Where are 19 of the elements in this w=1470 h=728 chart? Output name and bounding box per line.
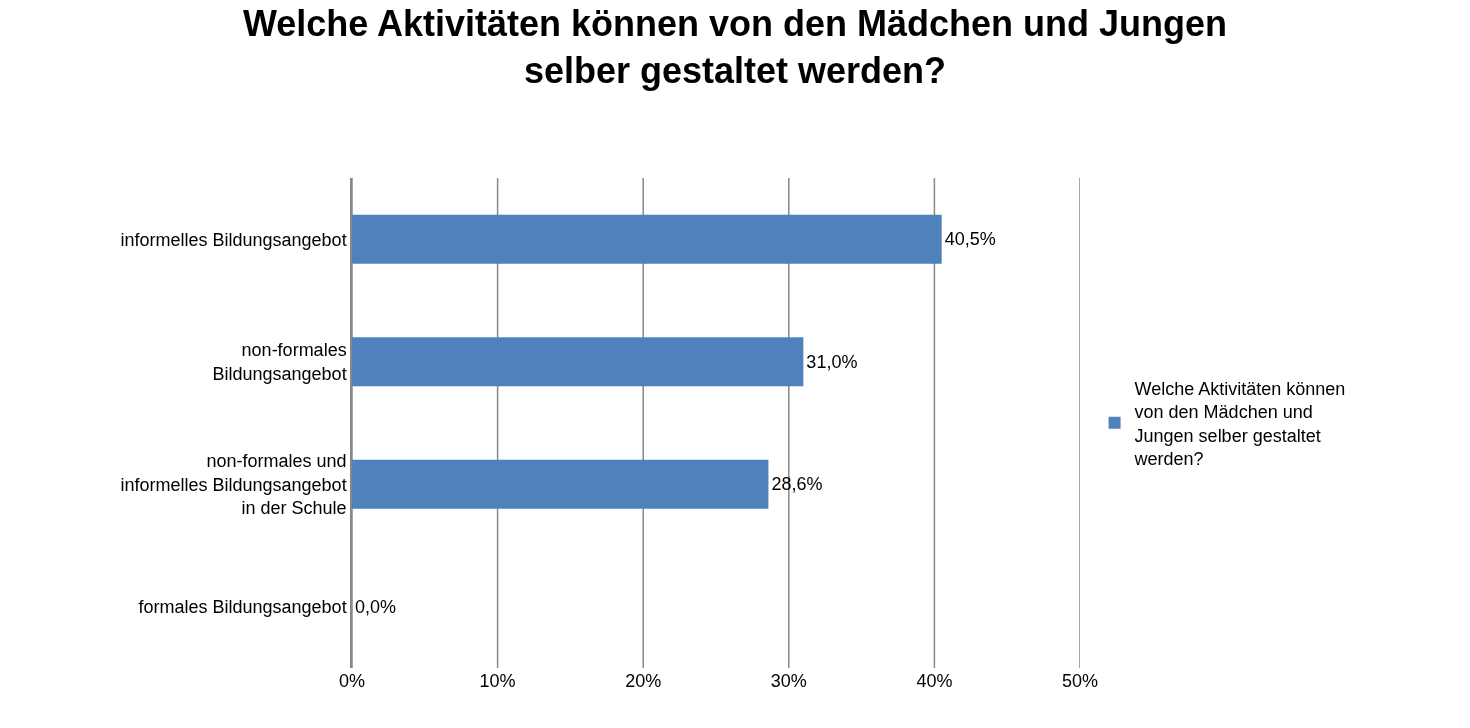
bar [352,337,804,387]
legend-label: Welche Aktivitäten können von den Mädchen und Jungen selber gestaltet werden? [1133,378,1346,469]
data-label: 31,0% [806,351,858,372]
x-tick-label: 50% [1061,671,1099,691]
data-label: 0,0% [355,596,397,617]
x-tick-label: 30% [770,671,807,691]
x-tick-label: 40% [916,671,953,691]
y-tick-label: formales Bildungsangebot [138,597,347,618]
bar [352,459,769,509]
data-label: 40,5% [944,229,996,250]
y-tick-label: informelles Bildungsangebot [120,229,347,250]
y-tick-label: non-formales Bildungsangebot [212,340,347,384]
bar [352,214,942,264]
x-tick-label: 0% [338,671,366,691]
data-label: 28,6% [771,474,823,495]
x-tick-label: 10% [479,671,516,691]
x-tick-label: 20% [625,671,662,691]
y-tick-label: non-formales und informelles Bildungsangebot in der Schule [120,451,347,518]
chart-title: Welche Aktivitäten können von den Mädchen und Jungen selber gestaltet werden? [242,3,1228,92]
